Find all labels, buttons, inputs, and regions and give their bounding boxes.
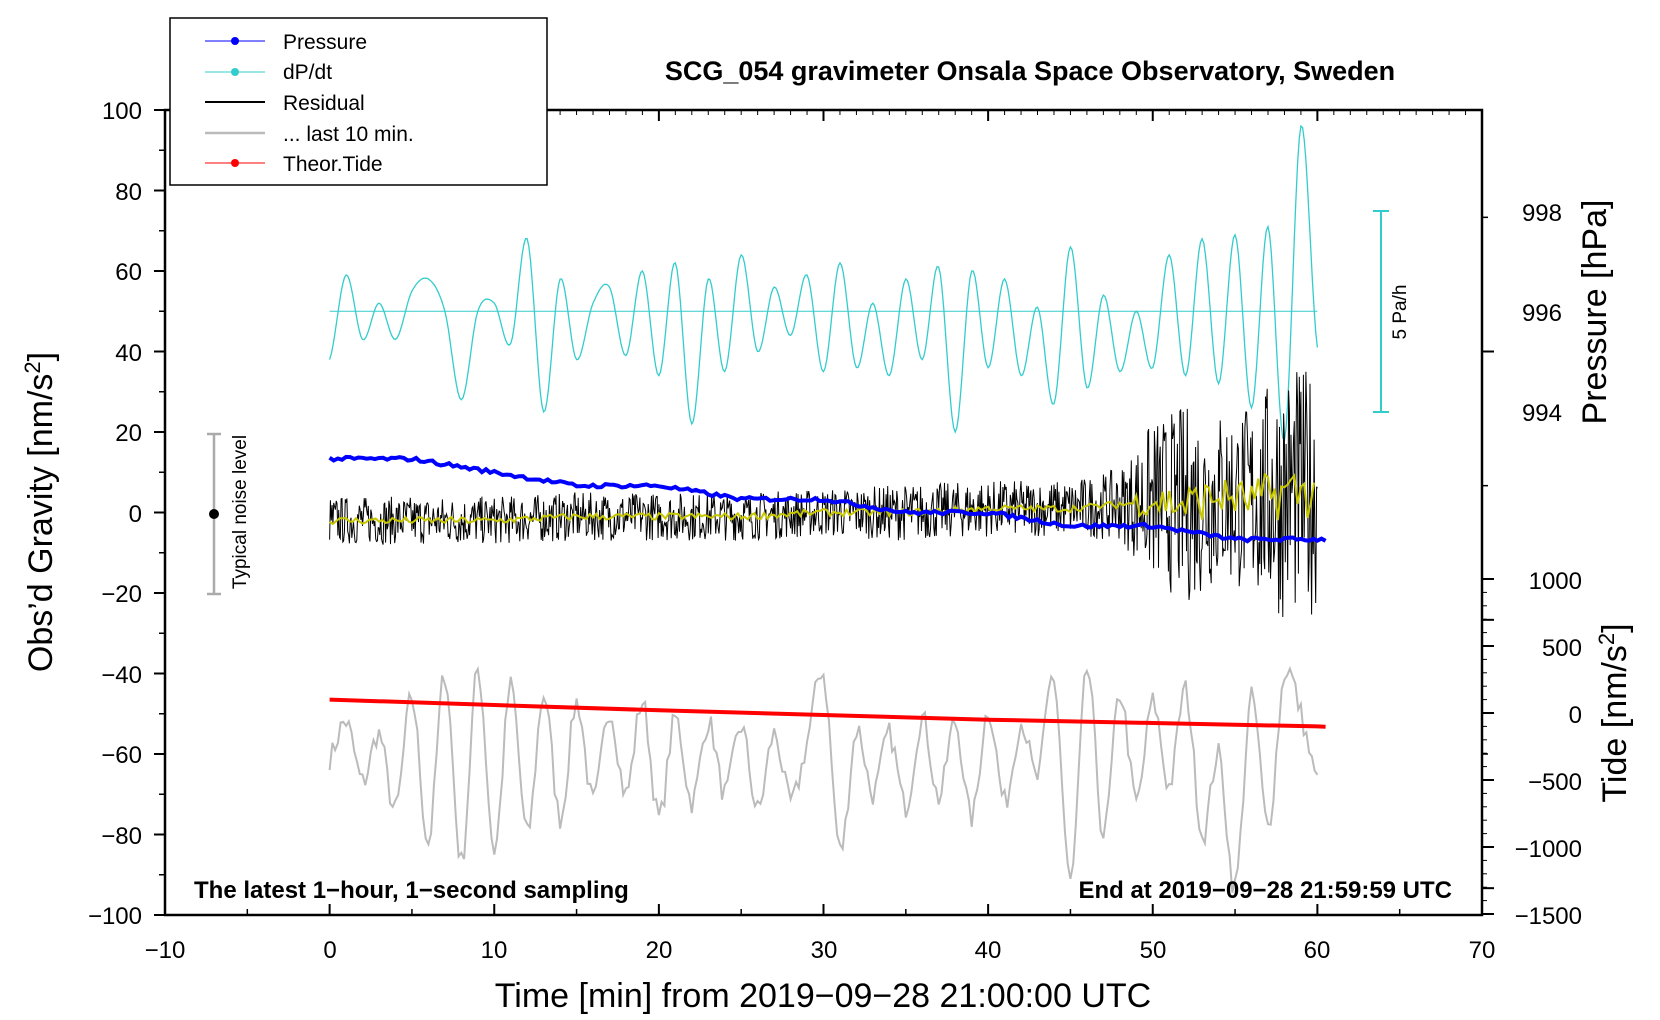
y-tick-label: 100 (102, 98, 142, 125)
annotation-end-time: End at 2019−09−28 21:59:59 UTC (1078, 877, 1452, 904)
y-tick-label: −40 (101, 662, 142, 689)
chart-title: SCG_054 gravimeter Onsala Space Observat… (665, 56, 1395, 86)
legend-item-theor-tide: Theor.Tide (205, 153, 383, 176)
dpdt-scale-label: 5 Pa/h (1390, 285, 1411, 340)
tide-tick-label: 500 (1542, 635, 1582, 662)
tide-tick-label: −500 (1528, 769, 1582, 796)
x-tick-label: 50 (1140, 937, 1167, 964)
series-pressure-line (328, 454, 1327, 544)
x-tick-label: 20 (646, 937, 673, 964)
y-tick-label: −60 (101, 742, 142, 769)
noise-level-indicator (207, 432, 221, 596)
tick-marks (154, 109, 1494, 916)
tide-tick-labels: 1000 500 0 −500 −1000 −1500 (1515, 568, 1582, 930)
legend-label: Pressure (283, 31, 367, 54)
y-tick-label: 20 (115, 420, 142, 447)
pressure-tick-label: 994 (1522, 400, 1562, 427)
tide-tick-label: −1500 (1515, 903, 1582, 930)
y-tick-label: 60 (115, 259, 142, 286)
y-tick-label: −20 (101, 581, 142, 608)
x-tick-label: 40 (975, 937, 1002, 964)
series-theor-tide-line (329, 697, 1326, 729)
legend-item-residual: Residual (205, 92, 365, 115)
series-residual-smoothed-line (329, 472, 1316, 526)
legend-label: ... last 10 min. (283, 123, 414, 146)
x-axis-title: Time [min] from 2019−09−28 21:00:00 UTC (495, 977, 1151, 1015)
noise-level-label: Typical noise level (230, 435, 251, 589)
legend-label: dP/dt (283, 61, 332, 84)
dpdt-scale-bar (1373, 210, 1389, 413)
pressure-tick-label: 998 (1522, 200, 1562, 227)
legend-item-pressure: Pressure (205, 31, 367, 54)
y-tick-labels: 100 80 60 40 20 0 −20 −40 −60 −80 −100 (88, 98, 142, 930)
x-tick-labels: −10 0 10 20 30 40 50 60 70 (145, 937, 1496, 964)
y-tick-label: −80 (101, 823, 142, 850)
pressure-tick-label: 996 (1522, 300, 1562, 327)
y-axis-title-pressure: Pressure [hPa] (1576, 200, 1614, 425)
y-axis-title-left: Obs’d Gravity [nm/s2] (20, 352, 60, 672)
legend-item-dpdt: dP/dt (205, 61, 332, 84)
tide-tick-label: 0 (1569, 702, 1582, 729)
annotation-latest-hour: The latest 1−hour, 1−second sampling (194, 877, 629, 904)
y-tick-label: 80 (115, 179, 142, 206)
y-axis-title-tide: Tide [nm/s2] (1594, 623, 1634, 802)
y-tick-label: 0 (129, 501, 142, 528)
x-tick-label: 70 (1469, 937, 1496, 964)
x-tick-label: 0 (323, 937, 336, 964)
series-layer (328, 124, 1327, 893)
y-tick-label: −100 (88, 903, 142, 930)
tide-tick-label: −1000 (1515, 836, 1582, 863)
x-tick-label: 30 (811, 937, 838, 964)
pressure-tick-labels: 998 996 994 (1522, 200, 1562, 427)
x-tick-label: 10 (481, 937, 508, 964)
tide-tick-label: 1000 (1529, 568, 1582, 595)
y-tick-label: 40 (115, 340, 142, 367)
legend-item-last10: ... last 10 min. (205, 123, 414, 146)
legend: Pressure dP/dt Residual ... last 10 min.… (169, 17, 548, 186)
series-dpdt-line (328, 124, 1319, 442)
series-last-10-min-line (328, 665, 1319, 893)
x-tick-label: −10 (145, 937, 186, 964)
x-tick-label: 60 (1304, 937, 1331, 964)
legend-label: Residual (283, 92, 365, 115)
legend-label: Theor.Tide (283, 153, 383, 176)
